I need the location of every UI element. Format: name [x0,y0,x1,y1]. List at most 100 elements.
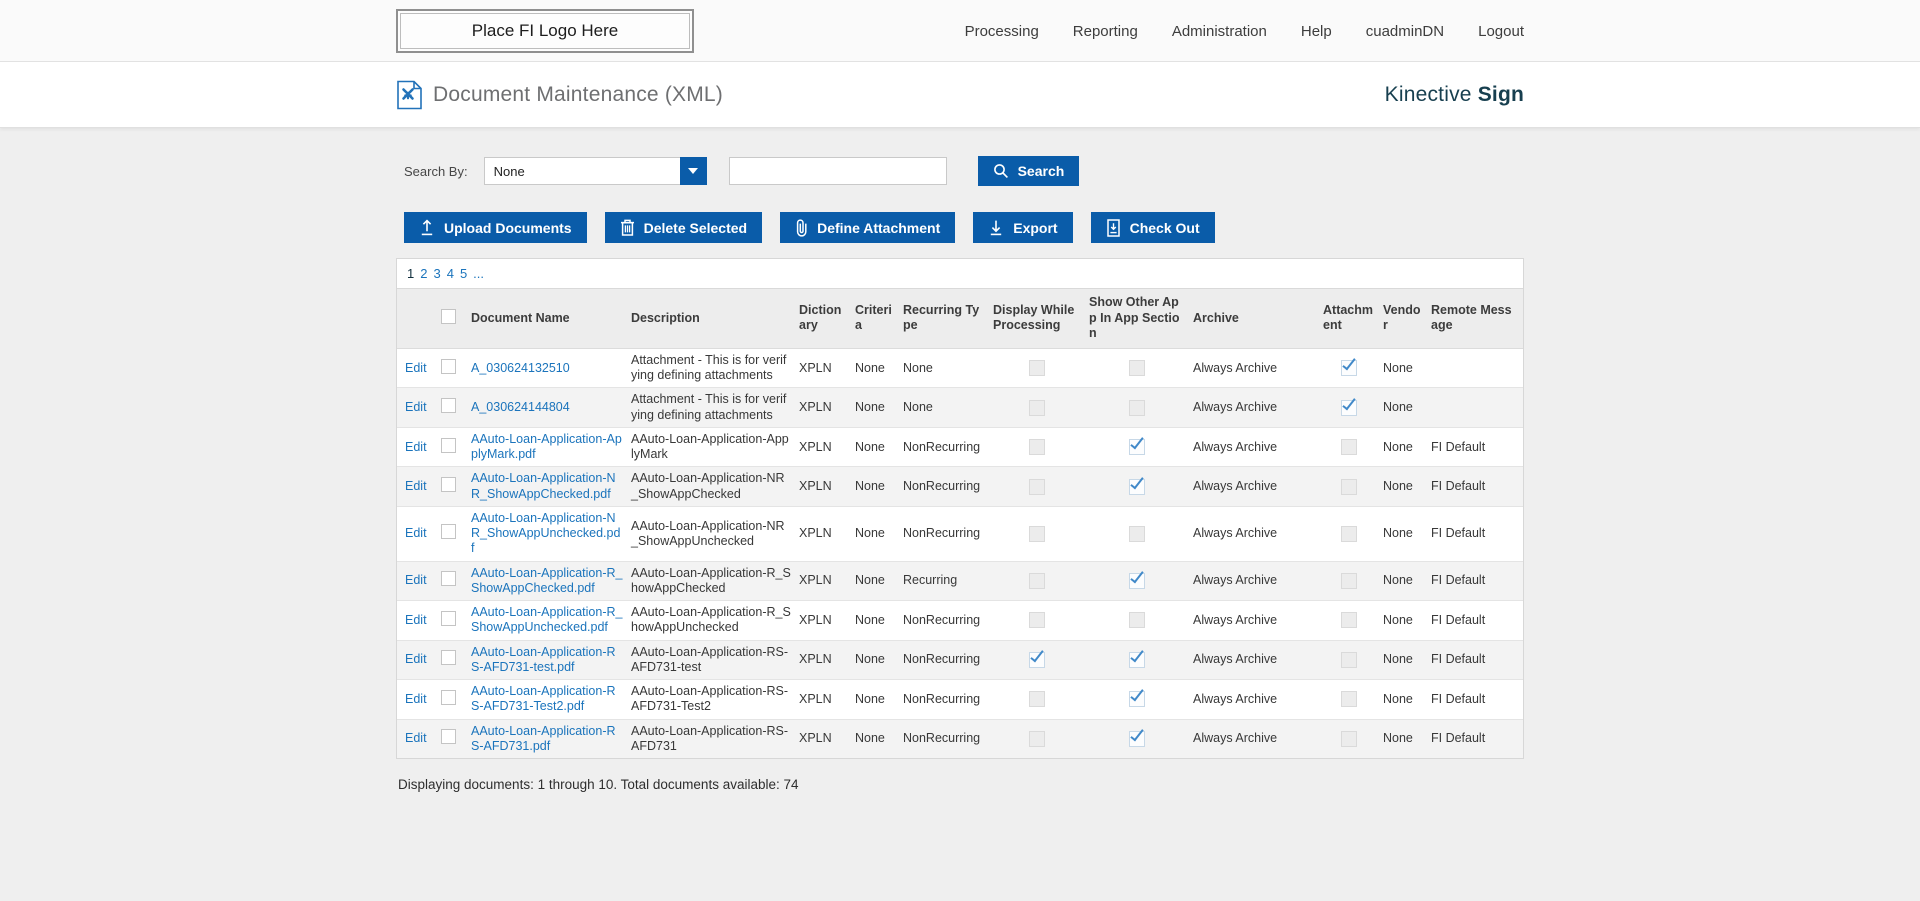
row-select-checkbox[interactable] [441,524,456,540]
row-select-checkbox[interactable] [441,610,456,626]
check-icon [1030,647,1044,663]
document-name-link[interactable]: A_030624144804 [471,400,570,414]
row-select-checkbox[interactable] [441,650,456,666]
row-select-checkbox[interactable] [441,398,456,413]
export-button[interactable]: Export [973,212,1073,243]
edit-link[interactable]: Edit [405,360,427,375]
nav-logout[interactable]: Logout [1478,22,1524,40]
edit-link[interactable]: Edit [405,439,427,454]
nav-reporting[interactable]: Reporting [1072,22,1138,40]
row-select-checkbox[interactable] [441,477,456,492]
document-name-link[interactable]: AAuto-Loan-Application-RS-AFD731-Test2.p… [471,684,616,714]
search-by-label: Search By: [404,163,468,179]
edit-link[interactable]: Edit [405,526,427,541]
attachment-cell [1323,612,1383,629]
archive-cell: Always Archive [1193,440,1323,455]
edit-link[interactable]: Edit [405,652,427,667]
document-name-link[interactable]: AAuto-Loan-Application-ApplyMark.pdf [471,431,622,462]
remote-message-cell: FI Default [1431,573,1523,588]
document-name-link[interactable]: A_030624132510 [471,360,570,375]
edit-link[interactable]: Edit [405,400,427,414]
edit-link[interactable]: Edit [405,731,427,746]
edit-link[interactable]: Edit [405,691,427,706]
description-cell: Attachment - This is for verifying defin… [631,392,799,423]
search-button[interactable]: Search [977,156,1080,186]
show-other-app-checkbox [1129,474,1145,495]
row-select-checkbox[interactable] [441,729,456,745]
display-while-processing-cell [993,730,1089,747]
archive-value: Always Archive [1193,612,1278,627]
row-select-checkbox[interactable] [441,689,456,705]
column-header-label: Document Name [471,310,570,325]
page-link-3[interactable]: 3 [433,266,441,281]
show-other-app-cell [1089,360,1193,377]
delete-selected-button[interactable]: Delete Selected [604,212,763,243]
pagination: 1 2 3 4 5... [397,259,1523,289]
display-while-processing-checkbox [1029,360,1045,377]
column-header-label: Display While Processing [993,302,1075,333]
document-name-link[interactable]: AAuto-Loan-Application-RS-AFD731.pdf [471,723,616,753]
page-link-4[interactable]: 4 [446,266,454,281]
criteria-cell: None [855,652,903,667]
nav-processing[interactable]: Processing [964,22,1039,40]
row-select-checkbox[interactable] [441,358,456,374]
nav-cuadmindn[interactable]: cuadminDN [1365,22,1445,40]
edit-link[interactable]: Edit [405,612,427,627]
select-cell [441,571,471,590]
select-all-checkbox[interactable] [441,308,456,324]
display-while-processing-cell [993,439,1089,456]
archive-value: Always Archive [1193,360,1278,375]
archive-cell: Always Archive [1193,526,1323,541]
upload-documents-button[interactable]: Upload Documents [404,212,587,243]
document-name-link[interactable]: AAuto-Loan-Application-NR_ShowAppUncheck… [471,510,621,556]
page-link-5[interactable]: 5 [459,266,468,281]
dictionary-value: XPLN [799,731,832,746]
document-name-link[interactable]: AAuto-Loan-Application-R_ShowAppChecked.… [471,565,623,595]
description-cell: Attachment - This is for verifying defin… [631,353,799,384]
paperclip-icon [795,218,808,237]
table-row: Edit AAuto-Loan-Application-NR_ShowAppUnc… [397,506,1523,562]
attachment-checkbox [1341,691,1357,708]
documents-table-container: 1 2 3 4 5... Document Name Description Diction… [396,258,1524,760]
fi-logo-placeholder: Place FI Logo Here [396,9,694,53]
recurring-type-cell: NonRecurring [903,526,993,541]
criteria-cell: None [855,526,903,541]
nav-help[interactable]: Help [1300,22,1332,40]
criteria-cell: None [855,573,903,588]
nav-administration[interactable]: Administration [1171,22,1267,40]
check-icon [1130,568,1144,584]
vendor-value: None [1383,652,1413,667]
column-header-dictionary: Dictionary [799,303,855,334]
document-name-cell: AAuto-Loan-Application-NR_ShowAppChecked… [471,471,631,502]
archive-cell: Always Archive [1193,692,1323,707]
define-attachment-button[interactable]: Define Attachment [780,212,956,243]
archive-value: Always Archive [1193,526,1278,541]
vendor-cell: None [1383,652,1431,667]
select-dropdown-button[interactable] [679,157,707,185]
attachment-cell [1323,691,1383,708]
row-select-checkbox[interactable] [441,437,456,453]
table-row: Edit AAuto-Loan-Application-NR_ShowAppChe… [397,467,1523,507]
show-other-app-cell [1089,687,1193,708]
show-other-app-cell [1089,647,1193,668]
vendor-cell: None [1383,400,1431,415]
criteria-value: None [855,400,885,414]
document-name-link[interactable]: AAuto-Loan-Application-NR_ShowAppChecked… [471,471,616,501]
document-name-link[interactable]: AAuto-Loan-Application-R_ShowAppUnchecke… [471,605,623,635]
attachment-checkbox [1341,651,1357,668]
page-link-2[interactable]: 2 [420,266,428,281]
vendor-cell: None [1383,573,1431,588]
search-input[interactable] [728,157,947,185]
dictionary-cell: XPLN [799,400,855,415]
brand-logo: Kinective Sign [1385,83,1524,107]
search-by-select[interactable]: None [483,157,680,185]
check-out-button[interactable]: Check Out [1090,212,1215,243]
document-name-link[interactable]: AAuto-Loan-Application-RS-AFD731-test.pd… [471,644,616,674]
description-value: AAuto-Loan-Application-RS-AFD731-Test2 [631,684,789,714]
row-select-checkbox[interactable] [441,571,456,587]
show-other-app-checkbox [1129,647,1145,668]
show-other-app-checkbox [1129,434,1145,456]
check-icon [1130,647,1144,663]
edit-link[interactable]: Edit [405,573,427,588]
edit-link[interactable]: Edit [405,479,427,493]
